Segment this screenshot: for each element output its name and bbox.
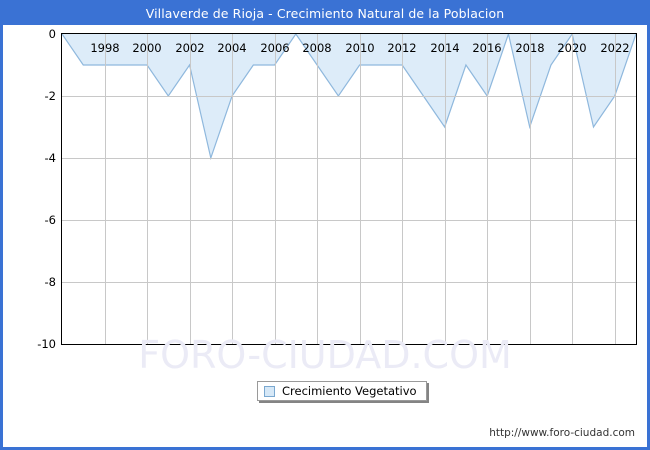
x-axis-tick-label: 2010	[345, 41, 375, 55]
y-axis-tick-label: -4	[44, 151, 56, 165]
series-crecimiento-vegetativo	[62, 34, 636, 161]
x-axis-tick-label: 2014	[430, 41, 460, 55]
gridline-vertical	[615, 34, 616, 344]
gridline-vertical	[105, 34, 106, 344]
x-axis-tick-label: 2016	[472, 41, 502, 55]
gridline-horizontal	[62, 282, 636, 283]
y-axis-tick-label: -2	[44, 89, 56, 103]
x-axis-tick-label: 2002	[175, 41, 205, 55]
gridline-vertical	[317, 34, 318, 344]
square-swatch-icon	[264, 385, 275, 397]
x-axis-tick-label: 2018	[515, 41, 545, 55]
plot-area: 1998 2000 2002 2004 2006 2008 2010 2012 2014 2016…	[61, 33, 637, 345]
gridline-vertical	[445, 34, 446, 344]
x-axis-tick-label: 1998	[90, 41, 120, 55]
y-axis: 0 -2 -4 -6 -8 -10	[3, 28, 56, 350]
x-axis-tick-label: 2008	[302, 41, 332, 55]
area-fill	[62, 34, 636, 158]
gridline-horizontal	[62, 158, 636, 159]
gridline-vertical	[360, 34, 361, 344]
y-axis-tick-label: -10	[37, 337, 56, 351]
x-axis-tick-label: 2012	[387, 41, 417, 55]
x-axis-tick-label: 2020	[557, 41, 587, 55]
gridline-vertical	[402, 34, 403, 344]
gridline-horizontal	[62, 96, 636, 97]
x-axis-tick-label: 2004	[217, 41, 247, 55]
gridline-vertical	[530, 34, 531, 344]
legend-entry-label: Crecimiento Vegetativo	[282, 384, 417, 398]
y-axis-tick-label: 0	[48, 27, 56, 41]
y-axis-tick-label: -6	[44, 213, 56, 227]
gridline-vertical	[487, 34, 488, 344]
source-url: http://www.foro-ciudad.com	[489, 427, 635, 439]
x-axis-tick-label: 2000	[132, 41, 162, 55]
gridline-horizontal	[62, 220, 636, 221]
gridline-vertical	[572, 34, 573, 344]
chart-legend: Crecimiento Vegetativo	[257, 381, 427, 401]
y-axis-tick-label: -8	[44, 275, 56, 289]
gridline-vertical	[275, 34, 276, 344]
gridline-vertical	[190, 34, 191, 344]
x-axis-tick-label: 2006	[260, 41, 290, 55]
gridline-vertical	[232, 34, 233, 344]
x-axis-tick-label: 2022	[600, 41, 630, 55]
gridline-vertical	[147, 34, 148, 344]
page-title: Villaverde de Rioja - Crecimiento Natura…	[3, 3, 647, 25]
